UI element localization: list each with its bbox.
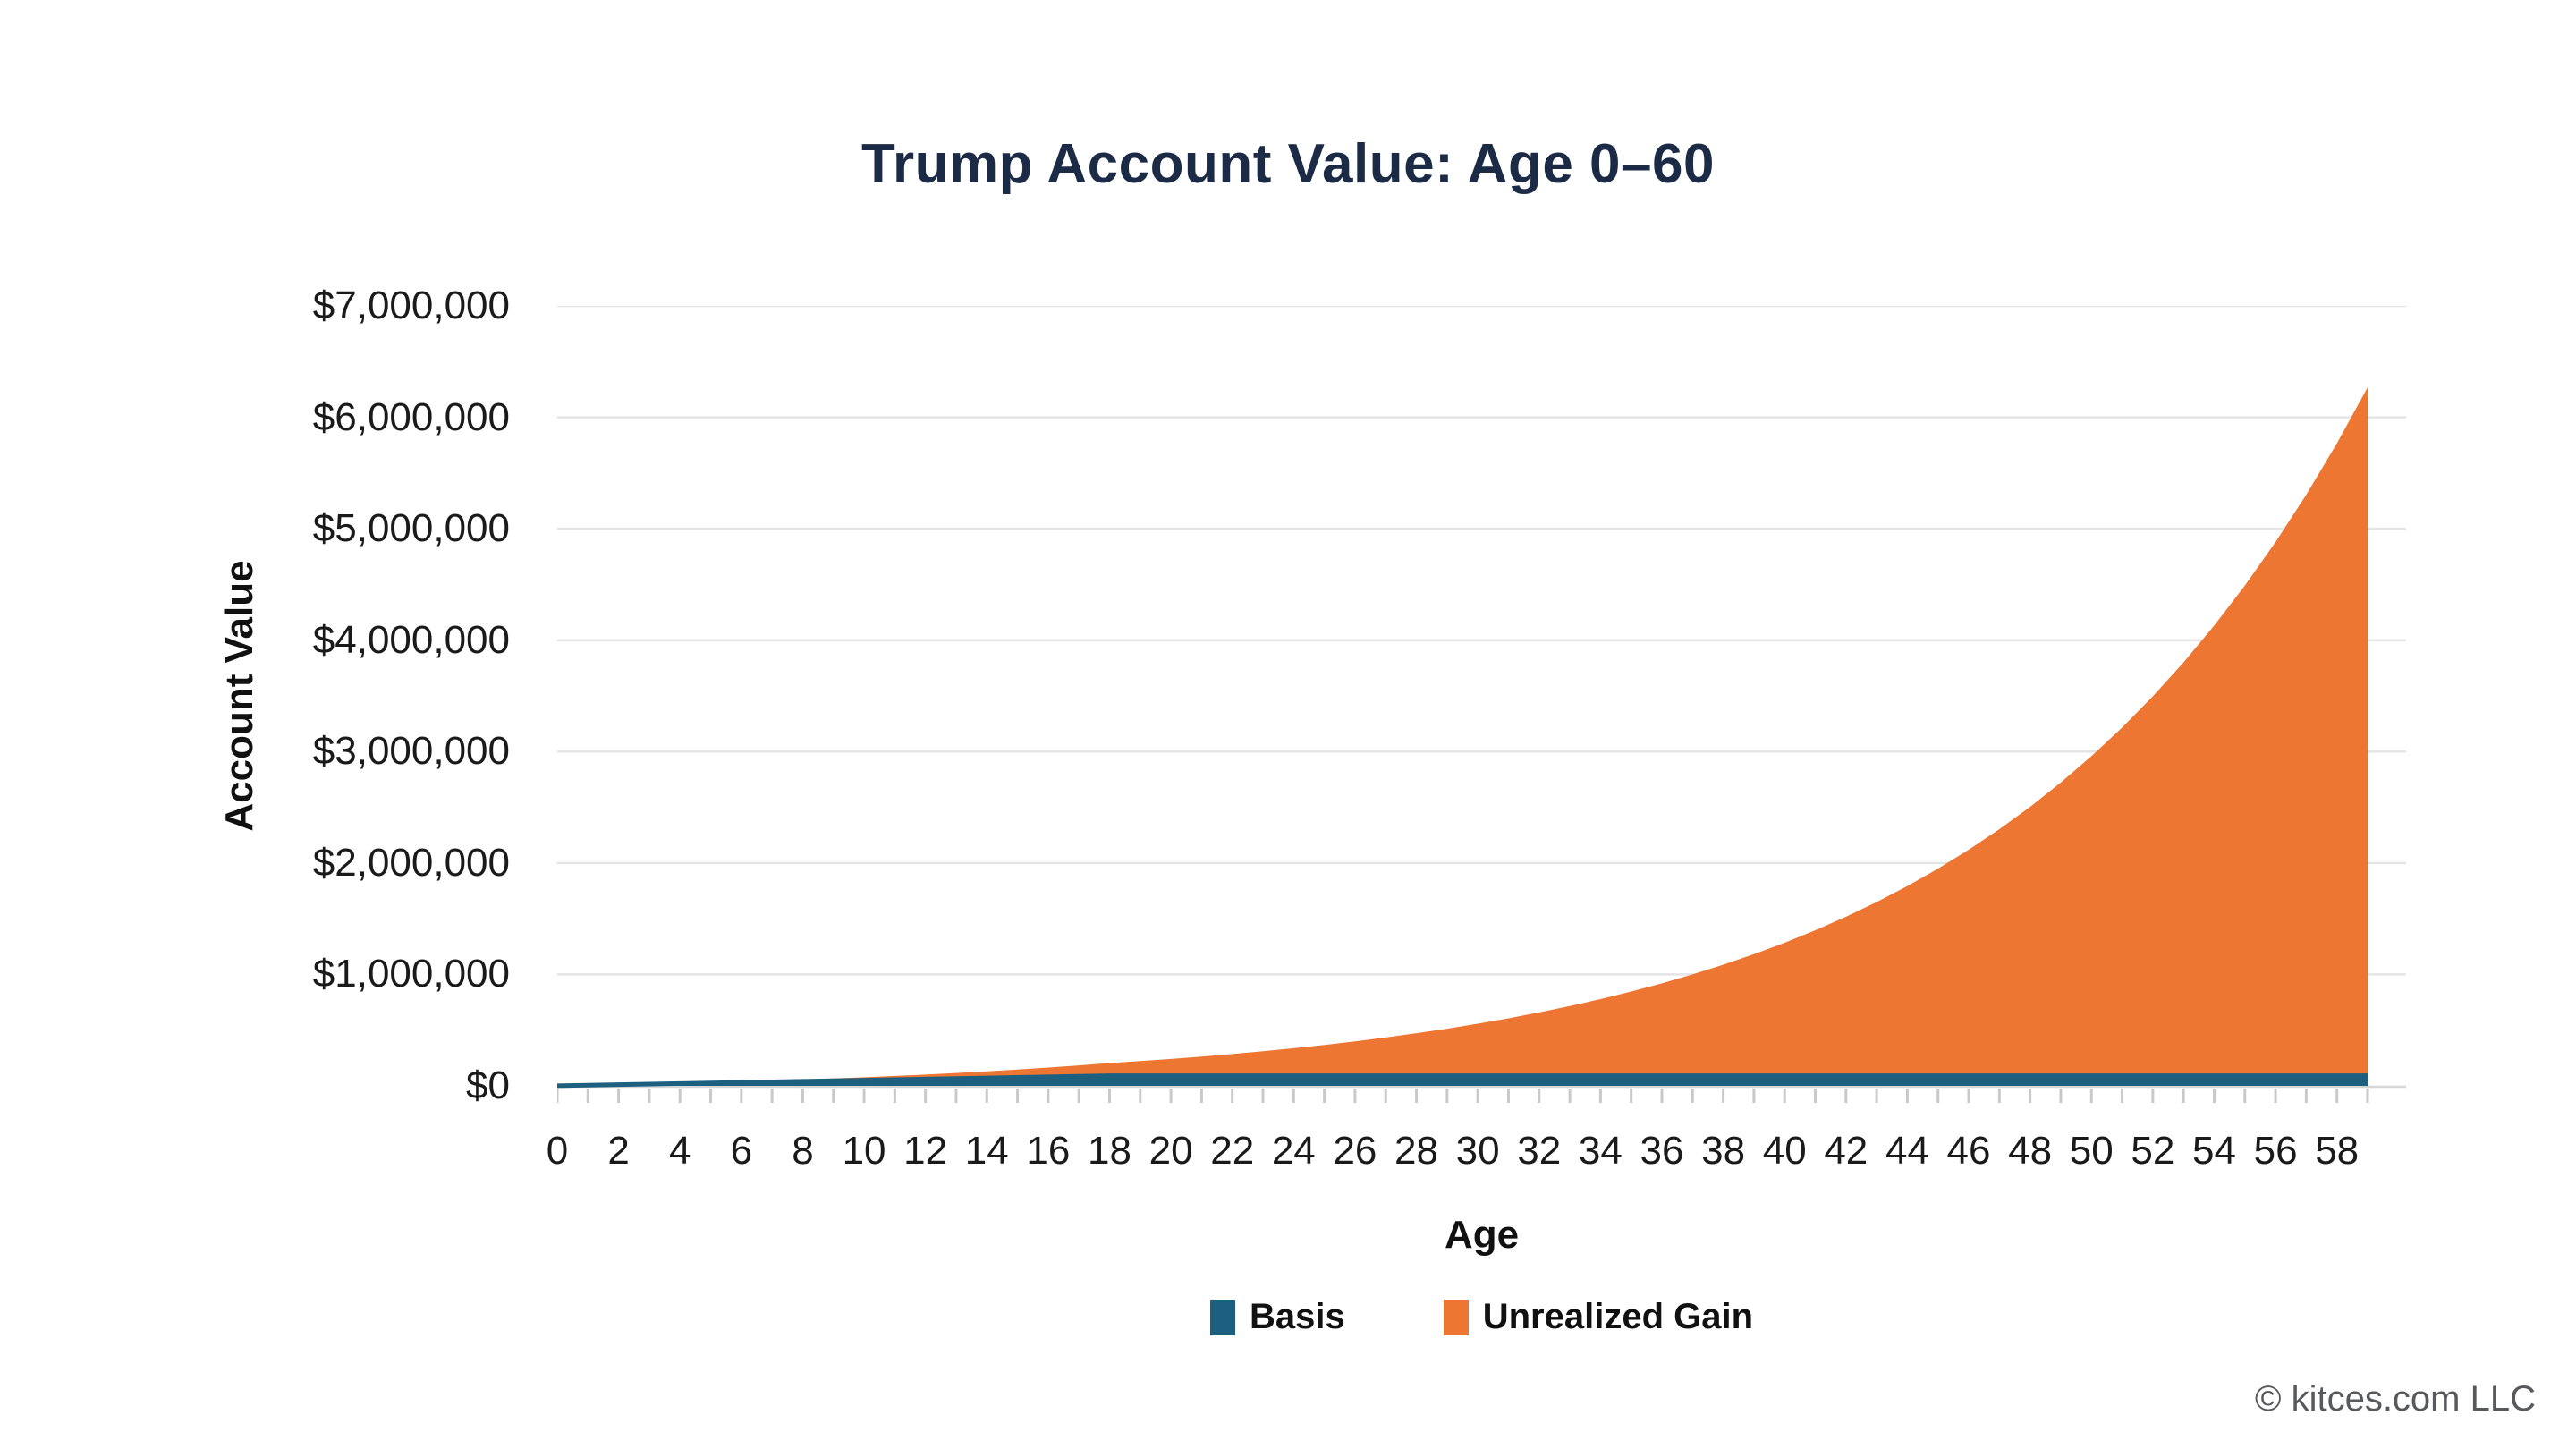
x-tick-label: 16 <box>1026 1129 1071 1173</box>
basis-legend-label: Basis <box>1249 1297 1345 1336</box>
x-tick-label: 10 <box>842 1129 886 1173</box>
x-tick-label: 46 <box>1946 1129 1991 1173</box>
x-tick-label: 32 <box>1517 1129 1562 1173</box>
area-chart-plot <box>557 306 2406 1103</box>
legend-item-basis: Basis <box>1209 1297 1345 1337</box>
y-axis-title: Account Value <box>217 560 261 832</box>
unrealized-gain-area <box>557 387 2368 1086</box>
x-tick-label: 20 <box>1148 1129 1193 1173</box>
y-tick-label: $2,000,000 <box>312 840 510 885</box>
x-tick-label: 6 <box>730 1129 753 1173</box>
x-tick-label: 36 <box>1640 1129 1684 1173</box>
x-tick-label: 18 <box>1088 1129 1131 1173</box>
x-tick-label: 4 <box>668 1129 691 1173</box>
x-tick-label: 58 <box>2315 1129 2360 1173</box>
x-tick-label: 42 <box>1824 1129 1868 1173</box>
x-tick-label: 54 <box>2191 1129 2236 1173</box>
x-tick-label: 30 <box>1455 1129 1500 1173</box>
legend-item-unrealized-gain: Unrealized Gain <box>1443 1297 1754 1337</box>
x-axis-tick-labels: 0 2 4 6 8 10 12 14 16 18 20 22 24 26 28 30 32 34 36 38 40 42 4… <box>0 1129 2576 1182</box>
x-tick-label: 50 <box>2069 1129 2114 1173</box>
y-tick-label: $1,000,000 <box>312 952 510 996</box>
x-tick-label: 28 <box>1394 1129 1439 1173</box>
x-tick-label: 48 <box>2008 1129 2053 1173</box>
x-tick-label: 34 <box>1578 1129 1623 1173</box>
x-tick-label: 8 <box>792 1129 814 1173</box>
chart-legend: Basis Unrealized Gain <box>557 1297 2406 1337</box>
y-tick-label: $3,000,000 <box>312 729 510 774</box>
y-tick-label: $7,000,000 <box>312 284 510 327</box>
x-tick-label: 0 <box>546 1129 569 1173</box>
y-tick-label: $5,000,000 <box>312 506 510 551</box>
unrealized-gain-legend-label: Unrealized Gain <box>1482 1297 1754 1336</box>
x-axis-title: Age <box>1444 1213 1520 1257</box>
y-tick-label: $0 <box>466 1063 510 1107</box>
x-tick-label: 26 <box>1333 1129 1377 1173</box>
y-tick-label: $6,000,000 <box>312 394 510 439</box>
basis-legend-swatch <box>1209 1299 1235 1335</box>
unrealized-gain-legend-swatch <box>1443 1299 1469 1335</box>
chart-title: Trump Account Value: Age 0–60 <box>861 133 1715 195</box>
x-tick-label: 14 <box>964 1129 1009 1173</box>
x-tick-label: 44 <box>1885 1129 1929 1173</box>
x-tick-label: 24 <box>1271 1129 1316 1173</box>
basis-line <box>557 1073 2368 1089</box>
x-tick-label: 56 <box>2253 1129 2298 1173</box>
x-tick-label: 2 <box>607 1129 630 1173</box>
x-tick-label: 40 <box>1762 1129 1807 1173</box>
x-tick-label: 12 <box>903 1129 948 1173</box>
x-tick-label: 22 <box>1210 1129 1255 1173</box>
x-tick-label: 38 <box>1701 1129 1746 1173</box>
copyright-notice: © kitces.com LLC <box>2254 1379 2536 1419</box>
y-tick-label: $4,000,000 <box>312 617 510 662</box>
x-tick-label: 52 <box>2131 1129 2175 1173</box>
